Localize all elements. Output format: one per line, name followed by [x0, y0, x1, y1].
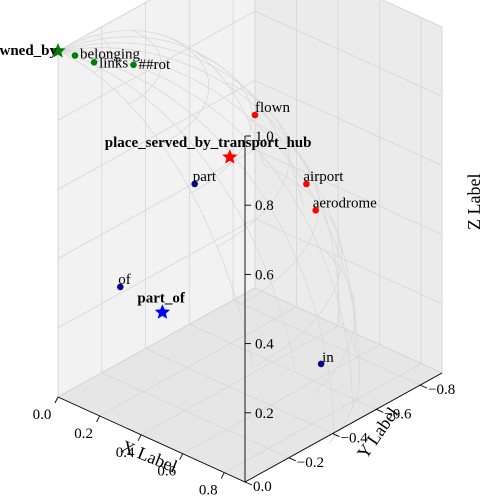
x-axis-line — [57, 396, 246, 483]
sphere-line — [57, 47, 356, 349]
y-axis-line — [244, 372, 443, 483]
grid-line-z — [57, 10, 443, 121]
z-tick-label: 0.2 — [255, 406, 274, 422]
sphere-line — [216, 81, 290, 248]
sphere-line — [191, 53, 253, 194]
y-tick-mark — [419, 384, 428, 389]
y-tick-mark — [244, 481, 253, 486]
y-tick-label: −0.8 — [428, 382, 455, 398]
grid-line-z — [57, 287, 443, 398]
z-axis-label: Z Label — [464, 174, 484, 230]
point-label-flown: flown — [255, 100, 290, 116]
point-label-links: links — [99, 55, 128, 71]
z-tick-label: 0.8 — [255, 198, 274, 214]
sphere-line — [57, 50, 335, 438]
point-belonging — [71, 52, 79, 59]
y-tick-mark — [332, 433, 340, 437]
x-tick-label: 0.8 — [199, 483, 218, 497]
sphere-line — [57, 50, 296, 370]
point-aerodrome — [312, 207, 320, 214]
point-flown — [251, 111, 259, 119]
sphere-line — [93, 34, 111, 74]
x-tick-mark — [137, 434, 142, 441]
sphere-line — [57, 50, 361, 379]
sphere-line — [328, 315, 361, 444]
point-label-rot: ##rot — [139, 57, 171, 73]
point-label-of: of — [118, 272, 131, 288]
z-tick-label: 0.6 — [255, 267, 274, 283]
tick-labels: 0.0 0.2 0.4 0.6 0.8 0.0 −0.2 −0.4 −0.6 −0.8 0.2 0.4… — [33, 129, 456, 497]
x-tick-label: 0.4 — [116, 445, 135, 461]
grid-line-z — [57, 149, 443, 259]
axes-edges — [54, 135, 443, 486]
point-label-part-of: part_of — [137, 290, 185, 306]
y-tick-label: −0.4 — [341, 431, 369, 447]
sphere-line — [57, 50, 254, 366]
y-tick-label: −0.2 — [297, 455, 324, 471]
z-tick-label: 1.0 — [255, 129, 274, 145]
point-label-place-served-by-transport-hub: place_served_by_transport_hub — [105, 135, 312, 151]
x-tick-mark — [220, 472, 225, 479]
sphere-line — [253, 164, 343, 368]
grid-line-z — [57, 79, 443, 190]
point-star-place-served-by-transport-hub — [222, 149, 238, 164]
grid-line-z — [57, 218, 443, 329]
x-tick-label: 0.6 — [157, 464, 176, 480]
point-label-part: part — [193, 169, 217, 185]
sphere-line — [237, 118, 320, 307]
point-label-owned-by: owned_by — [0, 43, 58, 59]
z-tick-label: 0.4 — [255, 337, 274, 353]
point-links — [90, 59, 98, 66]
sphere-line — [313, 247, 356, 395]
point-in — [317, 360, 325, 368]
point-airport — [303, 180, 310, 188]
point-of — [117, 283, 124, 291]
sphere-line — [161, 36, 210, 145]
point-rot — [130, 61, 137, 69]
point-label-in: in — [322, 350, 334, 366]
point-star-part-of — [154, 304, 171, 319]
x-tick-mark — [96, 415, 100, 423]
y-tick-mark — [288, 457, 296, 462]
sphere-line — [57, 30, 264, 164]
point-label-belonging: belonging — [80, 47, 140, 63]
grid-line-z — [57, 0, 443, 52]
sphere-line — [128, 30, 162, 105]
x-tick-label: 0.2 — [74, 426, 93, 442]
x-tick-label: 0.0 — [33, 407, 52, 423]
point-star-owned-by — [50, 43, 66, 58]
point-part — [191, 180, 198, 188]
point-label-airport: airport — [303, 169, 344, 185]
y-tick-label: 0.0 — [253, 479, 272, 495]
y-tick-label: −0.6 — [384, 406, 412, 422]
data-points — [50, 43, 325, 368]
x-tick-mark — [54, 396, 59, 404]
point-label-aerodrome: aerodrome — [313, 195, 377, 211]
sphere-line — [57, 42, 341, 322]
y-tick-mark — [376, 408, 384, 413]
sphere-wireframe — [57, 30, 361, 444]
x-tick-mark — [179, 453, 184, 460]
